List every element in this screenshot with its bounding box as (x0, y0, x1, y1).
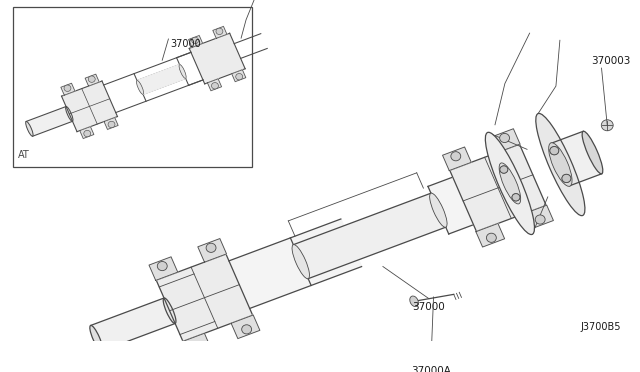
Circle shape (108, 121, 115, 128)
Polygon shape (207, 79, 221, 91)
Polygon shape (476, 224, 504, 247)
Circle shape (193, 343, 203, 352)
Ellipse shape (179, 65, 186, 78)
Polygon shape (551, 131, 602, 186)
Polygon shape (104, 118, 118, 129)
Ellipse shape (26, 121, 33, 136)
Circle shape (211, 83, 218, 89)
Polygon shape (450, 144, 546, 231)
Ellipse shape (536, 113, 585, 216)
Circle shape (84, 130, 91, 137)
Polygon shape (232, 70, 246, 81)
Circle shape (500, 134, 509, 142)
Polygon shape (443, 147, 471, 170)
Circle shape (206, 243, 216, 252)
Ellipse shape (429, 193, 447, 227)
Polygon shape (293, 193, 446, 279)
Circle shape (500, 166, 508, 173)
Circle shape (486, 233, 496, 243)
Polygon shape (198, 238, 227, 262)
Polygon shape (189, 35, 203, 47)
Circle shape (550, 147, 559, 155)
Text: AT: AT (18, 150, 29, 160)
Polygon shape (229, 219, 362, 308)
Circle shape (500, 166, 508, 173)
Polygon shape (428, 177, 474, 234)
Text: 37000: 37000 (413, 302, 445, 312)
Text: J3700B5: J3700B5 (581, 322, 621, 332)
Circle shape (242, 325, 252, 334)
Circle shape (512, 194, 520, 201)
Ellipse shape (548, 143, 572, 186)
Polygon shape (26, 106, 72, 136)
Circle shape (562, 174, 571, 183)
Polygon shape (182, 333, 211, 357)
Polygon shape (91, 298, 175, 351)
Ellipse shape (485, 132, 534, 234)
Ellipse shape (136, 80, 143, 94)
Polygon shape (149, 257, 178, 280)
Ellipse shape (582, 131, 603, 174)
Polygon shape (61, 83, 75, 95)
Polygon shape (156, 254, 253, 341)
Circle shape (64, 85, 71, 92)
Circle shape (88, 76, 95, 82)
Text: 370003: 370003 (591, 56, 631, 66)
Polygon shape (189, 33, 245, 84)
Polygon shape (137, 65, 186, 94)
Bar (13, 7, 252, 167)
Ellipse shape (65, 106, 73, 121)
Circle shape (216, 28, 223, 35)
Ellipse shape (410, 296, 419, 307)
Text: 37000: 37000 (170, 39, 201, 49)
Polygon shape (492, 129, 520, 152)
Ellipse shape (90, 326, 102, 351)
Circle shape (602, 120, 613, 131)
Circle shape (236, 74, 243, 80)
Ellipse shape (499, 163, 521, 204)
Ellipse shape (292, 245, 310, 279)
Text: 37000A: 37000A (411, 366, 451, 372)
Ellipse shape (163, 298, 176, 324)
Polygon shape (80, 126, 94, 138)
Polygon shape (61, 81, 118, 132)
Polygon shape (525, 205, 554, 229)
Circle shape (451, 152, 461, 161)
Circle shape (550, 147, 559, 155)
Circle shape (562, 174, 571, 183)
Circle shape (512, 194, 520, 201)
Polygon shape (213, 26, 227, 38)
Circle shape (192, 37, 198, 44)
Polygon shape (85, 74, 99, 86)
Circle shape (157, 262, 167, 271)
Circle shape (535, 215, 545, 224)
Polygon shape (231, 315, 260, 339)
